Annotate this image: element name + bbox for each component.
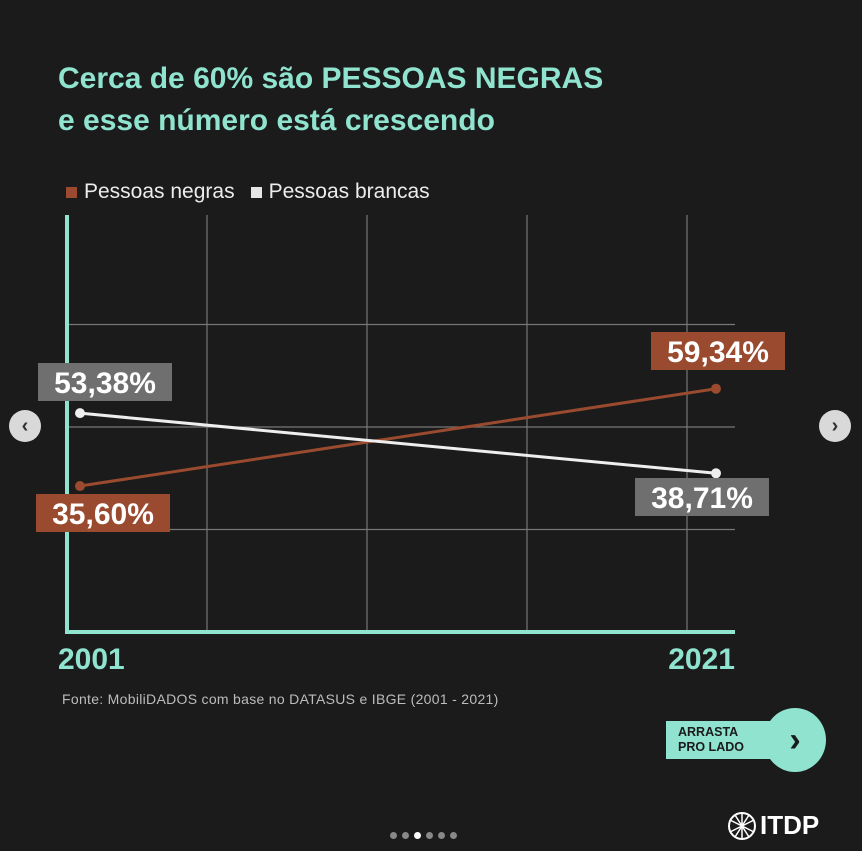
chart-legend: Pessoas negras Pessoas brancas xyxy=(66,180,430,204)
data-point xyxy=(711,383,721,394)
data-point xyxy=(711,468,721,479)
data-label: 38,71% xyxy=(651,482,753,515)
carousel-dots xyxy=(390,832,457,839)
legend-swatch xyxy=(250,186,262,198)
itdp-logo-icon xyxy=(728,811,756,840)
next-button[interactable]: › xyxy=(819,410,851,442)
title-line-2: e esse número está crescendo xyxy=(58,104,495,137)
data-label: 35,60% xyxy=(52,498,154,531)
carousel-dot[interactable] xyxy=(438,832,445,839)
data-label-box xyxy=(36,494,170,532)
carousel-dot[interactable] xyxy=(390,832,397,839)
source-note: Fonte: MobiliDADOS com base no DATASUS e… xyxy=(62,691,499,707)
carousel-dot[interactable] xyxy=(450,832,457,839)
swipe-line-1: ARRASTA xyxy=(678,725,739,739)
title-line-1: Cerca de 60% são PESSOAS NEGRAS xyxy=(58,62,604,95)
x-tick-label: 2021 xyxy=(668,643,735,676)
legend-swatch xyxy=(66,186,77,198)
legend-label: Pessoas brancas xyxy=(268,180,430,203)
chevron-right-icon: › xyxy=(764,708,826,772)
data-label: 53,38% xyxy=(54,367,156,400)
legend-label: Pessoas negras xyxy=(84,180,235,203)
legend-item-brancas: Pessoas brancas xyxy=(250,180,430,204)
data-label-box xyxy=(635,478,769,516)
logo-text: ITDP xyxy=(760,810,820,840)
series-line-brancas xyxy=(79,411,717,475)
swipe-line-2: PRO LADO xyxy=(678,740,744,754)
series-line-negras xyxy=(79,387,717,488)
carousel-dot[interactable] xyxy=(414,832,421,839)
chevron-right-icon: › xyxy=(831,414,839,437)
carousel-dot[interactable] xyxy=(426,832,433,839)
page-title: Cerca de 60% são PESSOAS NEGRAS e esse n… xyxy=(58,58,603,142)
swipe-hint[interactable]: ARRASTA PRO LADO › xyxy=(666,708,826,772)
line-chart: 2001 2021 35,60% 59,34% 53,38% 38,71% xyxy=(36,215,785,676)
data-label-box xyxy=(651,332,785,370)
x-tick-label: 2001 xyxy=(58,643,125,676)
carousel-dot[interactable] xyxy=(402,832,409,839)
data-point xyxy=(75,481,85,492)
data-point xyxy=(75,408,85,419)
data-label-box xyxy=(38,363,172,401)
itdp-logo: ITDP xyxy=(727,810,819,841)
legend-item-negras: Pessoas negras xyxy=(66,180,235,204)
chevron-left-icon: ‹ xyxy=(21,414,29,437)
data-label: 59,34% xyxy=(667,336,769,369)
prev-button[interactable]: ‹ xyxy=(9,410,41,442)
